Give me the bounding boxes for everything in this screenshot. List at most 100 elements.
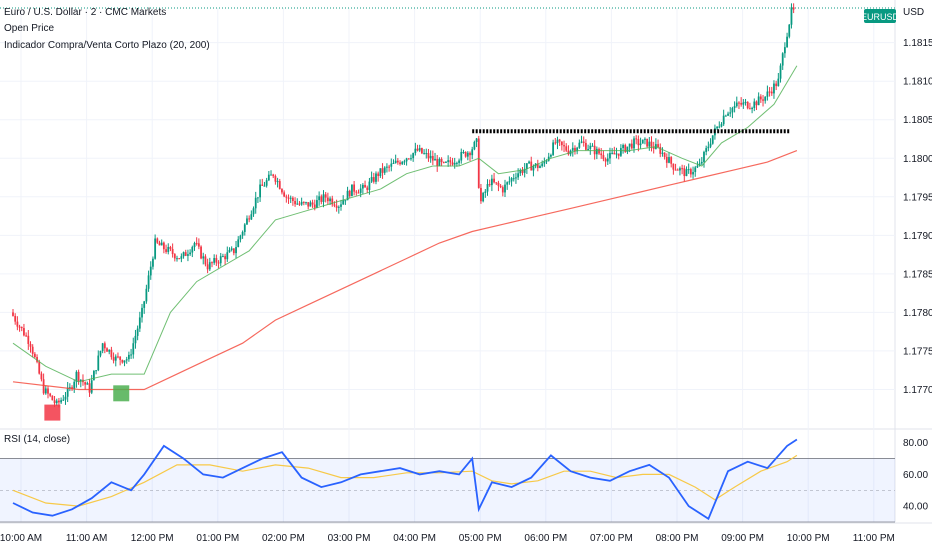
candle-body [66,387,69,397]
candle-body [95,370,97,372]
candle-body [71,387,73,389]
candle-body [381,168,384,173]
candle-body [672,163,675,170]
currency-label[interactable]: USD [903,7,924,18]
candle-body [77,371,80,382]
candle-body [746,101,749,109]
candle-body [370,177,373,182]
candle-body [291,197,294,201]
time-tick-label: 11:00 AM [66,533,108,544]
time-tick-label: 09:00 PM [721,533,764,544]
candle-body [320,196,323,202]
candle-body [740,102,743,105]
price-axis[interactable]: 1.18150 1.18100 1.18050 1.18000 1.17950 1.179… [903,38,932,396]
legend-indicator[interactable]: Indicador Compra/Venta Corto Plazo (20, … [4,40,210,51]
candle-body [248,218,251,220]
candle-body [383,167,386,173]
candle-body [578,142,581,148]
candle-body [333,204,336,206]
candle-body [18,326,21,328]
candle-body [160,242,163,246]
time-axis[interactable]: 10:00 AM 11:00 AM 12:00 PM 01:00 PM 02:00 PM… [0,533,895,544]
candle-body [543,161,546,164]
candle-body [681,168,684,170]
candle-body [729,112,732,114]
candle-body [265,180,268,186]
indicator-lines [12,65,798,391]
candle-body [324,194,327,198]
candle-body [510,178,513,182]
candle-body [521,169,524,173]
candle-body [335,205,338,208]
candle-body [615,153,618,155]
candle-body [495,182,498,184]
candle-body [528,161,530,164]
candle-body [285,196,288,198]
rsi-line [12,438,798,521]
candle-body [458,160,460,163]
candle-body [407,158,410,160]
candle-body [357,192,360,194]
candle-body [576,147,579,152]
candle-body [652,146,655,149]
candle-body [359,188,362,193]
candle-body [735,102,738,107]
candle-body [401,161,404,165]
candle-body [779,65,782,79]
candle-body [550,154,552,157]
candle-body [316,200,318,208]
candle-body [257,197,259,199]
candle-body [156,238,159,243]
candle-body [764,96,767,101]
candle-body [442,162,445,164]
candle-body [101,343,104,351]
candle-body [668,157,670,163]
legend-symbol[interactable]: Euro / U.S. Dollar · 2 · CMC Markets [4,7,166,18]
rsi-pane: 80.00 60.00 40.00 [0,438,928,523]
candle-body [547,156,550,161]
candle-body [158,242,161,246]
candle-body [300,201,303,205]
candle-body [246,218,248,225]
candle-body [641,139,644,144]
candle-body [235,247,237,254]
candle-body [340,204,342,207]
candle-body [759,96,762,100]
candle-body [405,158,408,162]
candle-body [451,162,454,165]
candle-body [685,169,688,177]
candle-body [388,166,391,168]
time-tick-label: 03:00 PM [328,533,371,544]
candle-body [727,113,729,116]
candle-body [195,243,198,245]
candle-body [751,107,753,109]
candle-body [453,162,456,165]
candle-body [700,161,703,164]
candle-body [637,139,640,146]
candle-body [499,185,502,188]
price-tick-label: 1.18100 [903,77,932,88]
candle-body [23,328,25,336]
candle-body [755,101,758,106]
candle-body [230,248,233,250]
rsi-legend[interactable]: RSI (14, close) [4,434,70,445]
rsi-ma-line [12,454,798,507]
symbol-badge-label: EURUSD [861,12,900,22]
candle-body [305,202,307,204]
candle-body [254,197,257,209]
candle-body [322,194,325,202]
candle-body [722,115,725,125]
candle-body [326,197,329,202]
candle-body [224,256,227,260]
candle-body [178,258,181,260]
candle-body [16,321,19,327]
legend-open-price[interactable]: Open Price [4,23,54,34]
time-tick-label: 07:00 PM [590,533,633,544]
candle-body [501,187,504,193]
candle-body [440,158,443,163]
candle-body [414,148,417,154]
candle-body [346,190,349,201]
candle-body [123,360,126,363]
candle-body [447,160,450,162]
